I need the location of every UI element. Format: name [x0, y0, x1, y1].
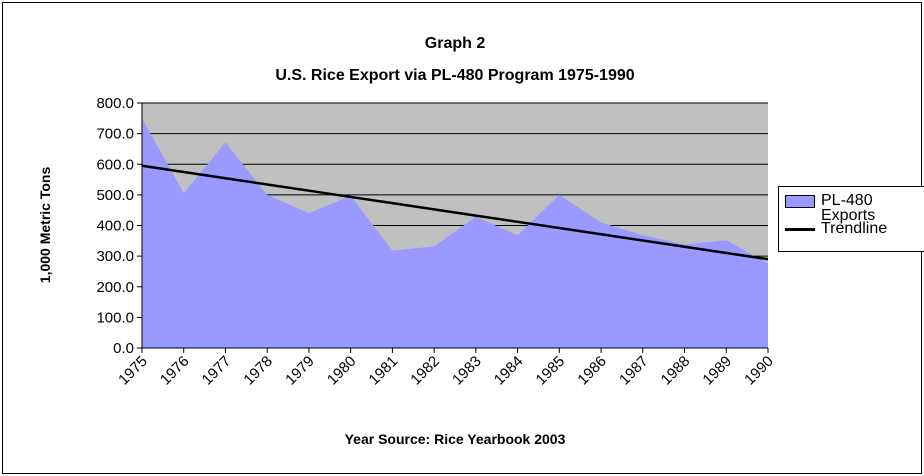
- chart-title: Graph 2: [425, 35, 486, 52]
- y-tick-label: 700.0: [96, 126, 134, 143]
- legend: PL-480 Exports Trendline: [778, 186, 924, 252]
- legend-item: Trendline: [785, 220, 924, 237]
- legend-label: Trendline: [821, 220, 888, 237]
- y-tick-label: 600.0: [96, 156, 134, 173]
- legend-label: PL-480 Exports: [821, 192, 876, 224]
- trendline: [141, 164, 769, 261]
- y-tick-label: 500.0: [96, 187, 134, 204]
- y-tick-label: 100.0: [96, 309, 134, 326]
- x-axis-title: Year Source: Rice Yearbook 2003: [345, 431, 566, 447]
- y-axis-title: 1,000 Metric Tons: [37, 167, 53, 284]
- legend-swatch: [785, 228, 815, 231]
- chart-subtitle: U.S. Rice Export via PL-480 Program 1975…: [275, 67, 634, 84]
- legend-swatch: [785, 195, 815, 208]
- y-tick-label: 200.0: [96, 279, 134, 296]
- y-tick-label: 0.0: [113, 340, 134, 357]
- area: [142, 118, 768, 348]
- y-tick-label: 300.0: [96, 248, 134, 265]
- y-tick-label: 800.0: [96, 95, 134, 112]
- legend-item: PL-480 Exports: [785, 192, 924, 224]
- y-tick-label: 400.0: [96, 218, 134, 235]
